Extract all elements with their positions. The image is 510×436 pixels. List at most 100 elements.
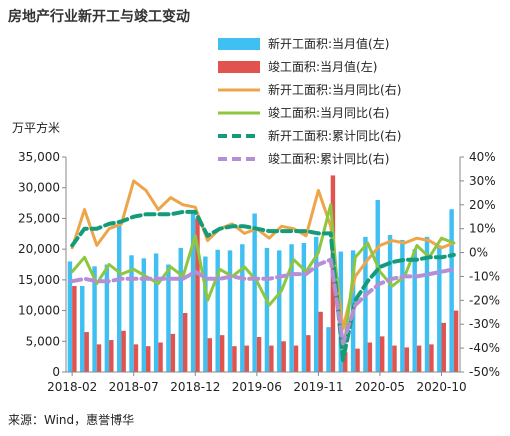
new-area-bar [178,247,183,372]
new-area-bar [301,243,307,372]
completed-area-bar [318,311,323,372]
new-area-bar [104,264,110,372]
x-axis-tick-label: 2020-05 [355,380,405,394]
legend-label-comp_cum: 竣工面积:累计同比(右) [268,151,389,166]
completed-area-bar [453,310,459,372]
x-axis-tick-label: 2020-10 [416,380,466,394]
new-area-bar [153,253,159,372]
line-series [70,179,456,363]
completed-area-bar [306,335,311,372]
new-area-bar [412,249,417,372]
legend-label-new_area: 新开工面积:当月值(左) [268,36,389,51]
new-area-bar [190,212,196,372]
completed-area-bar [429,344,434,372]
completed-area-bar [269,345,274,372]
new-area-bar [92,266,97,372]
completed-area-bar [195,218,200,372]
completed-yoy-line [70,203,456,357]
chart-legend: 新开工面积:当月值(左) 竣工面积:当月值(左) 新开工面积:当月同比(右) 竣工面积… [218,36,401,166]
completed-area-bar [416,345,422,372]
x-axis-tick-label: 2018-07 [109,380,159,394]
completed-area-bar [219,335,225,372]
completed-cumulative-yoy-line [70,257,456,346]
new-area-bar [166,264,171,372]
left-axis-tick-label: 15,000 [18,273,60,287]
source-note: 来源：Wind，惠誉博华 [8,413,135,427]
new-area-bar [141,258,147,372]
right-axis-tick-label: -30% [469,317,500,331]
new-cumulative-yoy-line [70,209,456,363]
new-area-bar [80,286,85,372]
completed-area-bar [355,348,360,372]
completed-area-bar [146,346,151,372]
new-area-bar [326,327,331,372]
completed-area-bar [256,336,262,372]
left-axis-tick-label: 20,000 [18,242,60,256]
right-axis-tick-label: -50% [469,365,500,379]
completed-area-bar [109,340,114,372]
legend-label-comp_area: 竣工面积:当月值(左) [268,59,377,74]
new-area-bar [387,235,393,372]
new-area-bar [215,249,220,372]
legend-swatch-comp_area [218,61,260,73]
left-axis-tick-label: 30,000 [18,181,60,195]
x-axis-tick-label: 2019-06 [232,380,282,394]
new-area-bar [116,224,122,372]
completed-area-bar [170,333,176,372]
completed-area-bar [232,346,237,372]
completed-area-bar [367,342,373,372]
new-area-bar [227,250,233,372]
new-area-bar [252,213,257,372]
completed-area-bar [121,330,126,372]
completed-area-bar [158,342,163,372]
new-area-bar [240,244,245,372]
right-axis-tick-label: -40% [469,341,500,355]
completed-area-bar [404,347,410,372]
legend-label-new_yoy: 新开工面积:当月同比(右) [268,82,401,97]
completed-area-bar [133,344,139,372]
right-axis-tick-label: -10% [469,269,500,283]
legend-label-comp_yoy: 竣工面积:当月同比(右) [268,105,389,120]
x-axis-tick-label: 2019-11 [293,380,343,394]
x-axis-tick-label: 2018-12 [170,380,220,394]
completed-area-bar [379,336,385,372]
x-axis-tick-label: 2018-02 [47,380,97,394]
new-area-bar [313,236,319,372]
new-area-bar [277,250,282,372]
left-axis-tick-label: 5,000 [26,334,60,348]
right-axis-tick-label: 30% [469,174,496,188]
left-axis-title: 万平方米 [12,120,60,135]
right-axis-tick-label: 0% [469,246,488,260]
completed-area-bar [392,345,397,372]
completed-area-bar [207,338,213,372]
right-axis-tick-label: 20% [469,198,496,212]
new-area-bar [129,255,134,372]
new-yoy-line [70,179,456,331]
new-area-bar [437,245,442,372]
completed-area-bar [72,286,77,372]
legend-label-new_cum: 新开工面积:累计同比(右) [268,128,401,143]
completed-area-bar [281,341,286,372]
completed-area-bar [441,322,446,372]
completed-area-bar [244,345,249,372]
new-area-bar [363,236,368,372]
right-axis-tick-label: -20% [469,293,500,307]
chart-axes: 0 5,000 10,000 15,000 20,000 25,000 30,000 35,0… [12,120,500,394]
new-area-bar [67,261,73,372]
left-axis-tick-label: 0 [52,365,60,379]
legend-swatch-new_area [218,38,260,50]
new-area-bar [400,239,405,372]
completed-area-bar [343,352,348,372]
new-area-bar [203,256,208,372]
right-axis-tick-label: 10% [469,222,496,236]
completed-area-bar [293,345,299,372]
new-area-bar [264,247,270,372]
new-area-bar [449,209,454,372]
completed-area-bar [84,332,89,372]
completed-area-bar [182,313,188,372]
right-axis-tick-label: 40% [469,150,496,164]
new-area-bar [289,244,294,372]
new-area-bar [424,236,430,372]
chart-title: 房地产行业新开工与竣工变动 [8,9,190,25]
